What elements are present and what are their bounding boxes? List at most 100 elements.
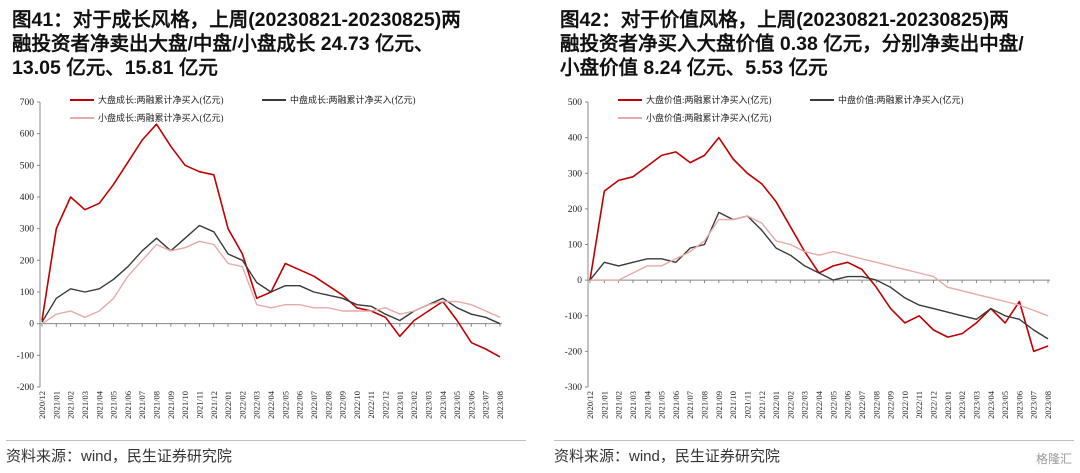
x-tick-label: 2022/04 [266,390,276,419]
x-tick-label: 2022/12 [929,391,939,419]
x-tick-label: 2021/05 [657,391,667,419]
x-tick-label: 2022/03 [252,391,262,419]
x-tick-label: 2021/02 [614,391,624,419]
legend-label: 中盘成长:两融累计净买入(亿元) [290,94,416,105]
x-tick-label: 2023/04 [438,390,448,419]
y-tick-label: 400 [568,134,583,144]
legend-label: 小盘成长:两融累计净买入(亿元) [98,112,224,123]
x-tick-label: 2021/07 [685,391,695,419]
x-tick-label: 2021/10 [180,391,190,419]
series-line [41,240,501,325]
x-tick-label: 2023/01 [395,391,405,419]
x-tick-label: 2023/08 [1043,391,1053,419]
legend-label: 小盘价值:两融累计净买入(亿元) [646,112,772,123]
x-tick-label: 2022/02 [785,391,795,419]
x-tick-label: 2021/09 [166,391,176,419]
y-tick-label: 100 [568,241,583,251]
x-tick-label: 2021/08 [700,391,710,419]
x-tick-label: 2022/07 [309,391,319,419]
x-tick-label: 2023/07 [1029,391,1039,419]
x-tick-label: 2022/07 [857,391,867,419]
x-tick-label: 2022/06 [843,391,853,419]
y-tick-label: -100 [565,312,583,322]
series-line [41,123,501,358]
x-tick-label: 2021/12 [209,391,219,419]
y-tick-label: 100 [20,288,35,298]
x-tick-label: 2021/02 [66,391,76,419]
x-tick-label: 2023/05 [452,391,462,419]
x-tick-label: 2023/07 [481,391,491,419]
source-note: 资料来源：wind，民生证券研究院 [554,440,1074,466]
x-tick-label: 2023/02 [957,391,967,419]
series-line [589,136,1049,353]
x-tick-label: 2022/04 [814,390,824,419]
line-chart: -300 -200 -100 0 100 200 300 400 500 2020/12 2021/… [548,90,1080,435]
y-tick-label: 500 [568,98,583,108]
x-tick-label: 2023/08 [495,391,505,419]
chart-panel-growth: 图41：对于成长风格，上周(20230821-20230825)两 融投资者净卖… [0,0,532,473]
x-tick-label: 2023/05 [1000,391,1010,419]
watermark-logo: 格隆汇 [1035,452,1072,466]
x-tick-label: 2021/03 [628,391,638,419]
y-tick-label: 500 [20,161,35,171]
x-tick-label: 2021/07 [137,391,147,419]
x-tick-label: 2023/03 [971,391,981,419]
x-tick-label: 2022/09 [886,391,896,419]
legend-label: 大盘成长:两融累计净买入(亿元) [98,94,224,105]
y-tick-label: 0 [29,320,34,330]
x-tick-label: 2021/11 [194,391,204,419]
x-tick-label: 2021/06 [671,391,681,419]
figure-title-line: 融投资者净买入大盘价值 0.38 亿元，分别净卖出中盘/ [560,33,1024,55]
x-tick-label: 2022/02 [237,391,247,419]
y-tick-label: -200 [17,383,35,393]
y-tick-label: 600 [20,130,35,140]
chart-panel-value: 图42：对于价值风格，上周(20230821-20230825)两 融投资者净买… [548,0,1080,473]
x-tick-label: 2022/01 [771,391,781,419]
x-tick-label: 2023/06 [1014,391,1024,419]
y-tick-label: 300 [20,225,35,235]
y-tick-label: 0 [577,276,582,286]
x-tick-label: 2021/09 [714,391,724,419]
x-tick-label: 2020/12 [37,391,47,419]
line-chart: -200 -100 0 100 200 300 400 500 600 700 2020/12 202… [0,90,532,435]
x-tick-label: 2023/02 [409,391,419,419]
y-tick-label: -300 [565,383,583,393]
x-tick-label: 2022/08 [871,391,881,419]
figure-title-line: 13.05 亿元、15.81 亿元 [12,57,218,79]
figure-title-line: 小盘价值 8.24 亿元、5.53 亿元 [560,57,828,79]
figure-title-line: 融投资者净卖出大盘/中盘/小盘成长 24.73 亿元、 [12,33,434,55]
x-tick-label: 2022/05 [280,391,290,419]
y-tick-label: -100 [17,351,35,361]
figure-title: 图42：对于价值风格，上周(20230821-20230825)两 融投资者净买… [560,8,1075,80]
x-tick-label: 2022/05 [828,391,838,419]
x-tick-label: 2023/04 [986,390,996,419]
x-tick-label: 2023/01 [943,391,953,419]
x-tick-label: 2022/11 [914,391,924,419]
y-tick-label: 200 [568,205,583,215]
series-line [590,215,1049,317]
x-tick-label: 2023/06 [466,391,476,419]
x-tick-label: 2021/05 [109,391,119,419]
x-tick-label: 2021/04 [642,390,652,419]
x-tick-label: 2021/06 [123,391,133,419]
x-tick-label: 2022/10 [900,391,910,419]
x-tick-label: 2023/03 [423,391,433,419]
y-tick-label: 300 [568,169,583,179]
x-tick-label: 2021/04 [94,390,104,419]
x-tick-label: 2020/12 [585,391,595,419]
x-tick-label: 2022/01 [223,391,233,419]
legend-label: 中盘价值:两融累计净买入(亿元) [838,94,964,105]
legend-label: 大盘价值:两融累计净买入(亿元) [646,94,772,105]
x-tick-label: 2022/12 [381,391,391,419]
x-tick-label: 2021/10 [728,391,738,419]
y-tick-label: 400 [20,193,35,203]
x-tick-label: 2022/10 [352,391,362,419]
series-line [589,211,1049,340]
x-tick-label: 2021/01 [51,391,61,419]
chart-svg: -300 -200 -100 0 100 200 300 400 500 2020/12 2021/… [565,94,1053,419]
source-note: 资料来源：wind，民生证券研究院 [6,440,526,466]
x-tick-label: 2022/08 [323,391,333,419]
x-tick-label: 2021/01 [599,391,609,419]
x-tick-label: 2022/03 [800,391,810,419]
chart-svg: -200 -100 0 100 200 300 400 500 600 700 2020/12 202… [17,94,505,419]
